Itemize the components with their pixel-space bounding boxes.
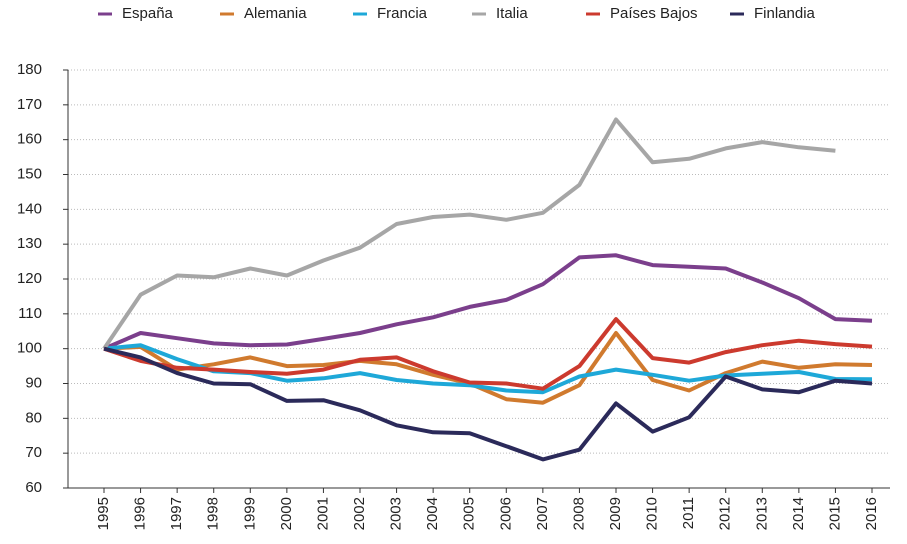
legend-label: Alemania (244, 5, 307, 22)
x-tick-label: 2014 (790, 497, 807, 530)
x-tick-label: 1998 (205, 497, 222, 530)
y-tick-label: 110 (18, 305, 42, 322)
x-tick-label: 2011 (680, 497, 697, 529)
x-tick-label: 2003 (388, 497, 405, 530)
x-tick-label: 2008 (570, 497, 587, 530)
series-line (102, 117, 836, 350)
x-tick-label: 2004 (424, 497, 441, 530)
y-tick-label: 120 (17, 270, 42, 287)
x-tick-label: 2005 (461, 497, 478, 530)
y-tick-label: 180 (17, 61, 42, 78)
y-tick-label: 80 (25, 409, 42, 426)
series-line (103, 331, 873, 405)
y-tick-label: 170 (17, 96, 42, 113)
legend-label: España (122, 5, 174, 22)
x-tick-label: 2000 (278, 497, 295, 530)
y-tick-label: 90 (25, 374, 42, 391)
x-tick-label: 2010 (644, 497, 661, 530)
x-tick-label: 1999 (241, 497, 258, 530)
x-tick-label: 2016 (863, 497, 880, 530)
y-tick-label: 140 (17, 200, 42, 217)
x-tick-label: 1995 (95, 497, 112, 530)
x-tick-label: 2012 (717, 497, 734, 530)
x-tick-label: 2009 (607, 497, 624, 530)
y-tick-label: 150 (17, 165, 42, 182)
x-tick-label: 2013 (753, 497, 770, 530)
x-tick-label: 2001 (314, 497, 331, 530)
y-tick-label: 160 (17, 131, 42, 148)
series-line (103, 253, 873, 351)
y-tick-label: 130 (17, 235, 42, 252)
y-tick-label: 70 (25, 444, 42, 461)
legend-label: Italia (496, 5, 528, 22)
x-tick-label: 1996 (132, 497, 149, 530)
series-line (103, 317, 873, 391)
legend-label: Finlandia (754, 5, 816, 22)
y-tick-label: 100 (17, 340, 42, 357)
legend-label: Francia (377, 5, 428, 22)
series-line (103, 346, 873, 462)
x-tick-label: 2006 (497, 497, 514, 530)
legend-label: Países Bajos (610, 5, 698, 22)
x-tick-label: 2007 (534, 497, 551, 530)
x-tick-label: 1997 (168, 497, 185, 530)
x-tick-label: 2002 (351, 497, 368, 530)
y-tick-label: 60 (25, 479, 42, 496)
x-tick-label: 2015 (826, 497, 843, 530)
